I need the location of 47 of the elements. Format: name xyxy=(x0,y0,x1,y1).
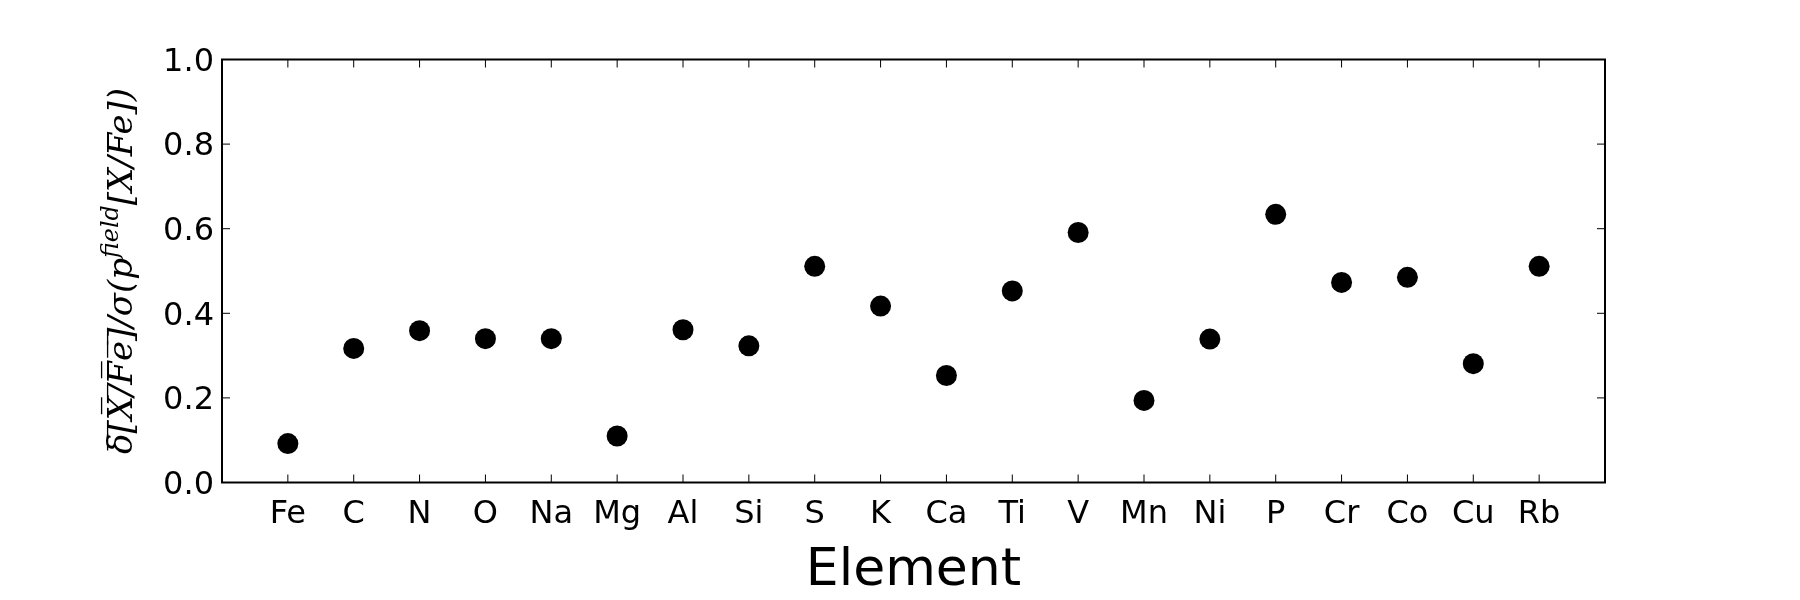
point xyxy=(1067,222,1089,244)
point xyxy=(672,319,694,341)
point xyxy=(409,320,431,342)
point xyxy=(1528,255,1550,277)
x-tick-label: Ti xyxy=(997,492,1027,531)
x-tick-label: N xyxy=(407,492,432,531)
x-tick-label: Ca xyxy=(925,492,968,531)
x-tick-label: Mn xyxy=(1120,492,1168,531)
x-tick-label: K xyxy=(870,492,893,531)
x-tick-label: Na xyxy=(529,492,574,531)
x-axis-title: Element xyxy=(805,537,1022,597)
point xyxy=(1133,389,1155,411)
y-tick-label: 0.4 xyxy=(163,294,214,333)
y-tick-label: 0.6 xyxy=(163,209,214,248)
x-tick-label: Cr xyxy=(1323,492,1361,531)
point xyxy=(474,328,496,350)
point xyxy=(738,335,760,357)
point xyxy=(606,425,628,447)
x-tick-label: P xyxy=(1266,492,1286,531)
x-tick-label: Ni xyxy=(1193,492,1227,531)
x-tick-label: Al xyxy=(667,492,699,531)
x-tick-label: Rb xyxy=(1517,492,1561,531)
x-tick-label: Mg xyxy=(593,492,642,531)
x-tick-label: V xyxy=(1067,492,1090,531)
point xyxy=(1462,353,1484,375)
point xyxy=(1396,266,1418,288)
point xyxy=(870,295,892,317)
point xyxy=(343,337,365,359)
x-tick-label: Cu xyxy=(1451,492,1495,531)
point xyxy=(540,328,562,350)
point xyxy=(935,364,957,386)
point xyxy=(277,433,299,455)
point xyxy=(1331,271,1353,293)
y-tick-label: 0.2 xyxy=(163,379,214,418)
x-tick-label: C xyxy=(342,492,365,531)
point xyxy=(804,255,826,277)
point xyxy=(1001,280,1023,302)
y-tick-label: 0.8 xyxy=(163,125,214,164)
y-tick-label: 1.0 xyxy=(163,40,214,79)
x-tick-label: Co xyxy=(1386,492,1429,531)
point xyxy=(1199,328,1221,350)
point xyxy=(1265,203,1287,225)
x-tick-label: O xyxy=(472,492,499,531)
x-tick-label: Fe xyxy=(269,492,307,531)
y-tick-label: 0.0 xyxy=(163,463,214,502)
x-tick-label: Si xyxy=(734,492,764,531)
x-tick-label: S xyxy=(804,492,825,531)
